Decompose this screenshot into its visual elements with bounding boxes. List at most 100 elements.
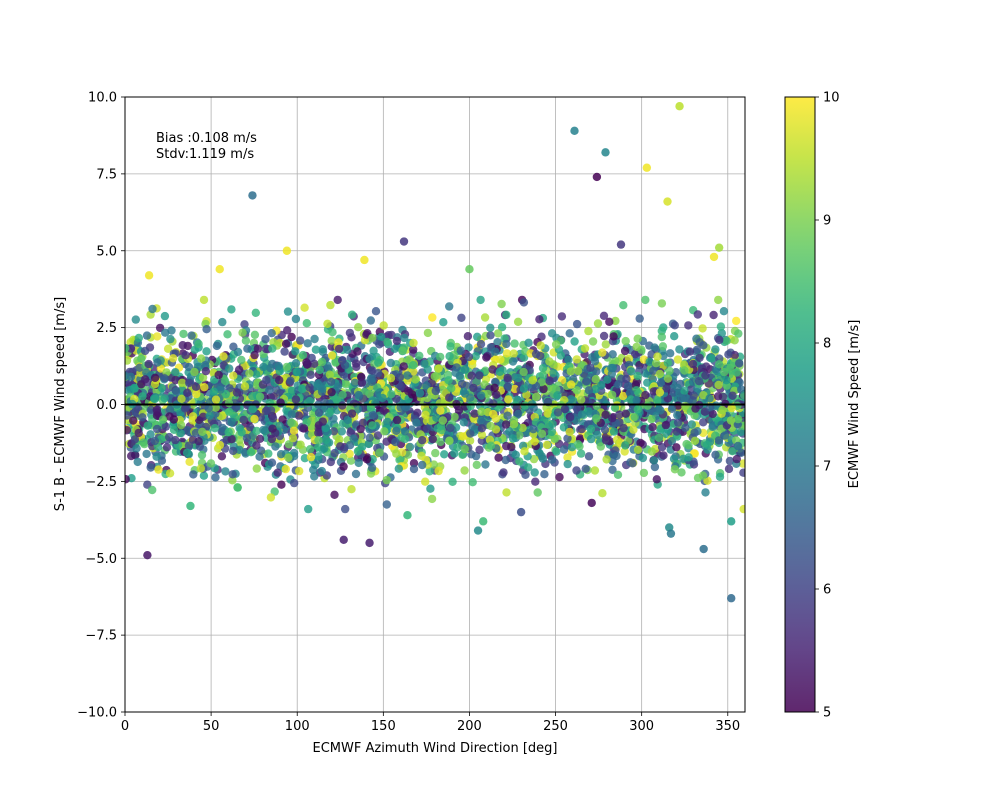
scatter-point <box>601 340 610 349</box>
scatter-point <box>125 371 130 381</box>
scatter-point <box>434 466 443 476</box>
x-axis-ticks: 0 50 100 150 200 250 300 350 <box>121 712 740 734</box>
scatter-point <box>191 382 201 391</box>
scatter-point <box>327 336 336 345</box>
scatter-point <box>323 319 332 328</box>
scatter-point <box>202 325 211 334</box>
scatter-point <box>521 470 530 479</box>
scatter-point <box>650 462 660 472</box>
scatter-point <box>572 466 581 475</box>
scatter-point <box>476 339 486 349</box>
scatter-point <box>144 359 153 369</box>
scatter-point <box>132 444 141 453</box>
scatter-point <box>229 342 238 351</box>
y-tick-label: 5.0 <box>96 244 117 259</box>
scatter-point <box>690 428 699 437</box>
scatter-point <box>545 376 554 386</box>
scatter-point <box>330 490 339 499</box>
scatter-point <box>305 396 314 406</box>
scatter-point <box>169 354 178 363</box>
scatter-point <box>708 422 717 431</box>
scatter-point <box>524 463 533 472</box>
scatter-point <box>217 452 227 461</box>
scatter-point <box>353 405 362 414</box>
scatter-point <box>282 362 292 372</box>
scatter-point <box>422 424 432 434</box>
scatter-point <box>268 424 277 433</box>
scatter-point <box>657 299 667 308</box>
scatter-point <box>336 442 345 451</box>
scatter-point <box>592 401 601 410</box>
scatter-point <box>732 368 741 377</box>
scatter-point <box>143 421 152 430</box>
scatter-point <box>415 351 424 360</box>
scatter-point <box>251 308 260 317</box>
scatter-point <box>345 449 354 459</box>
scatter-point <box>650 343 659 352</box>
scatter-point <box>715 472 725 481</box>
scatter-point <box>638 453 648 463</box>
scatter-point <box>688 359 698 369</box>
scatter-point <box>737 448 745 457</box>
y-tick-label: 0.0 <box>96 398 117 413</box>
scatter-point <box>152 405 161 415</box>
scatter-point <box>343 345 352 354</box>
scatter-point <box>197 354 206 363</box>
scatter-point <box>666 349 675 358</box>
scatter-point <box>184 441 194 450</box>
scatter-point <box>727 403 736 413</box>
scatter-point <box>224 428 233 437</box>
scatter-point <box>445 393 454 402</box>
scatter-point <box>613 470 623 479</box>
scatter-point <box>248 405 257 414</box>
scatter-point <box>661 420 671 430</box>
y-tick-label: −2.5 <box>85 475 117 490</box>
scatter-point <box>494 453 503 462</box>
scatter-point <box>647 415 656 424</box>
scatter-point <box>722 336 731 345</box>
scatter-point <box>368 366 377 375</box>
scatter-point <box>600 425 610 434</box>
scatter-point <box>280 347 289 356</box>
colorbar-gradient <box>784 96 816 713</box>
scatter-point <box>400 333 409 343</box>
scatter-point <box>268 414 278 423</box>
scatter-point-outlier <box>516 507 526 517</box>
scatter-point <box>288 434 298 443</box>
scatter-point <box>566 380 576 389</box>
scatter-point <box>584 326 593 336</box>
scatter-point <box>150 373 160 382</box>
scatter-point <box>125 411 132 420</box>
scatter-point <box>167 326 176 335</box>
scatter-point <box>391 437 400 447</box>
scatter-point <box>481 460 490 469</box>
scatter-point <box>656 378 666 388</box>
scatter-point <box>378 393 387 403</box>
scatter-point <box>276 398 285 407</box>
scatter-point <box>556 351 565 360</box>
scatter-point <box>477 436 486 445</box>
scatter-point <box>225 407 234 416</box>
scatter-point <box>423 365 432 374</box>
scatter-point <box>665 366 674 376</box>
scatter-point <box>734 329 743 338</box>
scatter-point <box>241 336 251 345</box>
scatter-point <box>343 415 352 425</box>
scatter-point <box>477 424 487 433</box>
scatter-point <box>250 330 260 339</box>
scatter-point <box>268 344 277 353</box>
scatter-point <box>330 448 339 458</box>
scatter-point <box>647 447 657 456</box>
scatter-point <box>436 437 445 447</box>
scatter-point <box>689 391 698 400</box>
scatter-point-outlier <box>699 544 708 554</box>
scatter-point <box>672 427 681 436</box>
scatter-point <box>652 475 661 484</box>
scatter-point <box>354 390 363 400</box>
scatter-point <box>590 357 600 366</box>
scatter-point <box>648 423 657 432</box>
scatter-point <box>611 356 620 366</box>
scatter-point <box>540 470 549 479</box>
scatter-point <box>283 307 293 316</box>
scatter-point <box>298 350 308 360</box>
